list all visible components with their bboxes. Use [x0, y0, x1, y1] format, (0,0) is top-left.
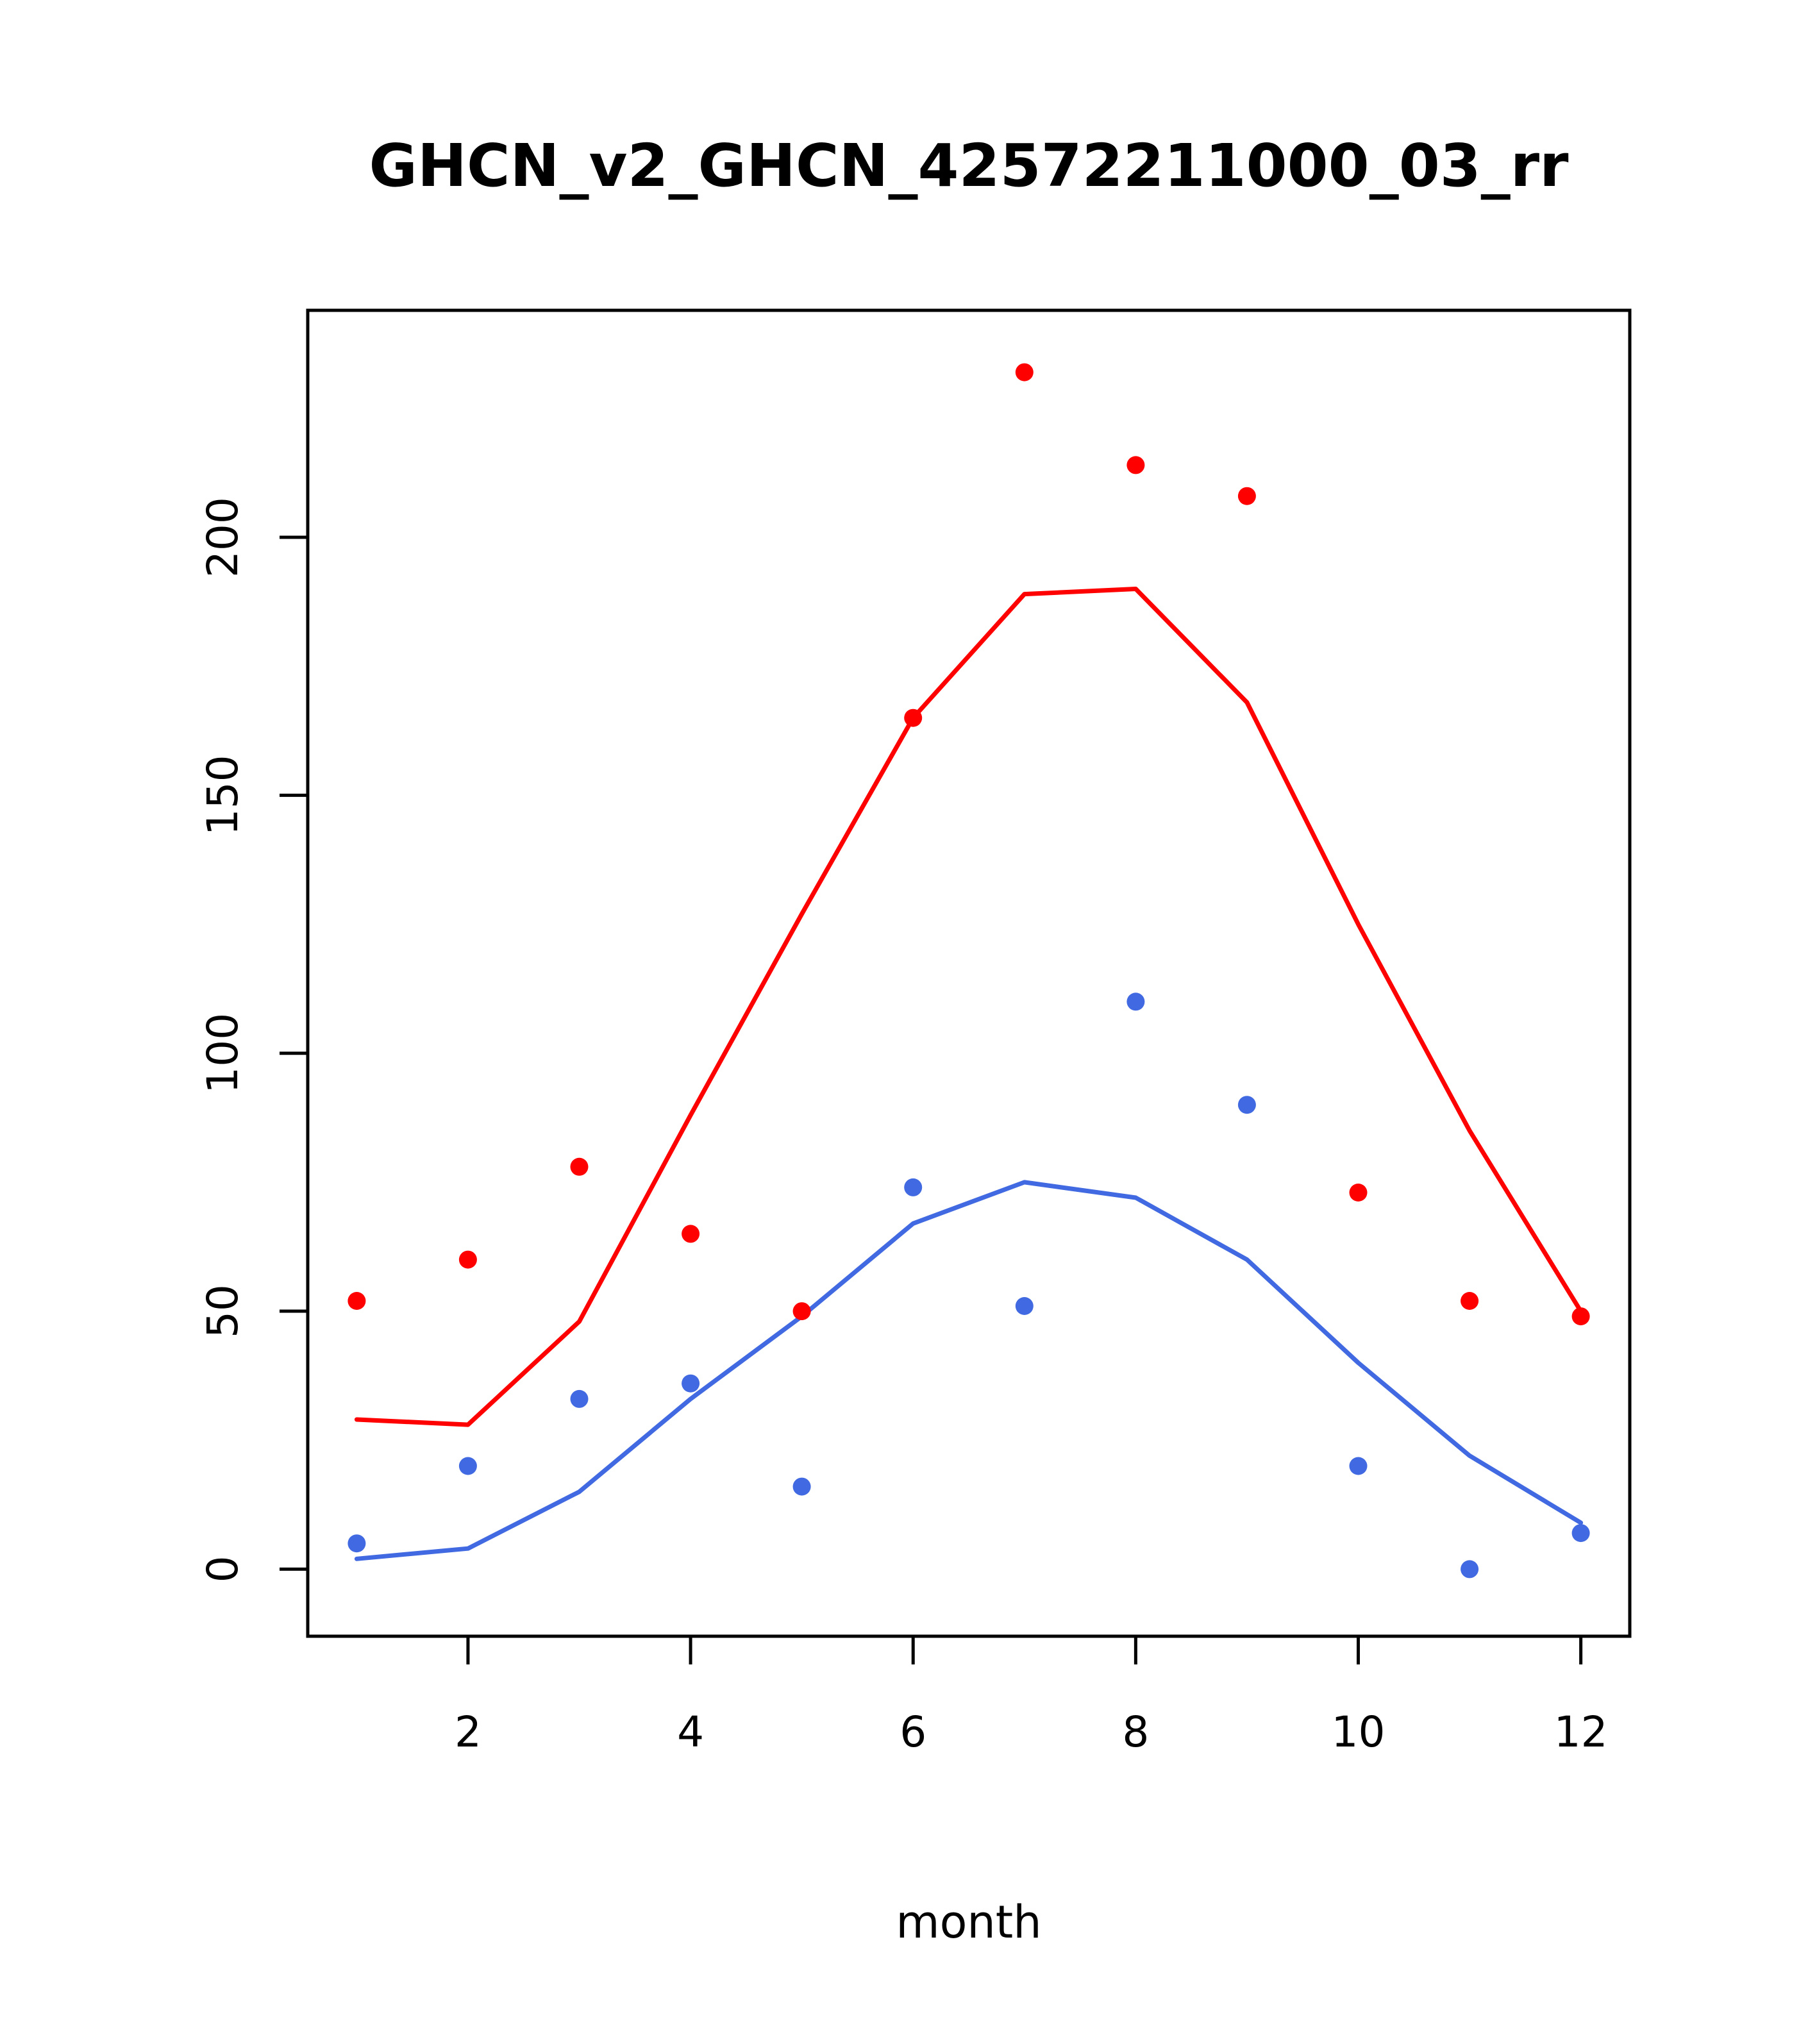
y-tick-label: 0: [198, 1555, 247, 1582]
blue-points-point: [904, 1178, 923, 1196]
red-points-point: [570, 1157, 589, 1176]
y-tick-label: 200: [198, 497, 247, 578]
blue-points-point: [792, 1477, 811, 1496]
x-tick-label: 2: [455, 1707, 481, 1757]
red-points-point: [1237, 487, 1256, 505]
chart-title: GHCN_v2_GHCN_42572211000_03_rr: [369, 131, 1570, 200]
red-points-point: [458, 1250, 477, 1269]
y-tick-label: 150: [198, 755, 247, 835]
blue-points-point: [1349, 1457, 1368, 1475]
blue-points-point: [347, 1534, 366, 1553]
blue-points-point: [1461, 1560, 1479, 1579]
plot-area: 2 4 6 8 10 12 0 50 100 150 200: [198, 308, 1632, 1757]
x-axis-label: month: [896, 1896, 1041, 1948]
blue-points-point: [1571, 1524, 1590, 1543]
blue-line: [354, 1180, 1584, 1561]
y-tick-label: 100: [198, 1013, 247, 1094]
x-tick-label: 4: [677, 1707, 704, 1757]
blue-points-point: [570, 1389, 589, 1408]
red-points-point: [792, 1302, 811, 1321]
red-points-point: [1349, 1184, 1368, 1202]
red-points-point: [682, 1225, 700, 1243]
red-points-point: [1015, 363, 1034, 381]
x-tick-label: 12: [1554, 1707, 1608, 1757]
red-points-point: [1461, 1292, 1479, 1310]
red-points-point: [347, 1292, 366, 1310]
red-points-point: [904, 708, 923, 727]
red-points-point: [1126, 456, 1145, 474]
blue-points-point: [458, 1457, 477, 1475]
red-points-point: [1571, 1307, 1590, 1326]
plot-frame: [306, 308, 1632, 1638]
red-line: [354, 587, 1584, 1427]
blue-points-point: [1237, 1096, 1256, 1114]
blue-points-point: [1015, 1297, 1034, 1315]
blue-points-point: [682, 1374, 700, 1393]
x-tick-label: 10: [1331, 1707, 1385, 1757]
blue-points-point: [1126, 993, 1145, 1011]
y-tick-label: 50: [198, 1284, 247, 1338]
x-tick-label: 8: [1122, 1707, 1149, 1757]
x-tick-label: 6: [900, 1707, 926, 1757]
